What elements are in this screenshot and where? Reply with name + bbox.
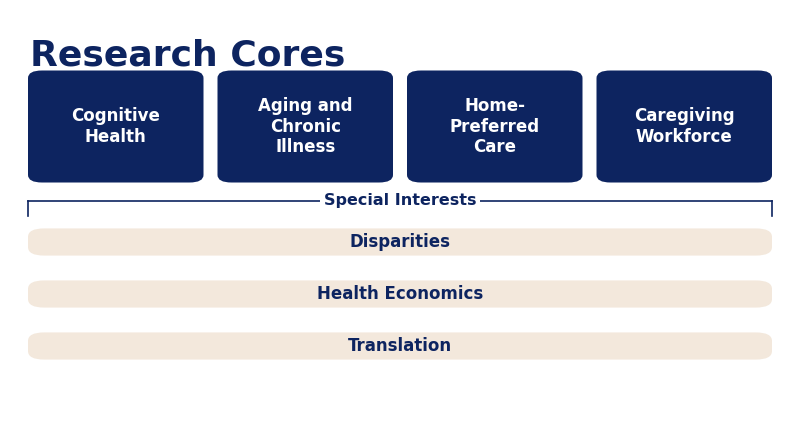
Text: Disparities: Disparities	[350, 233, 450, 251]
FancyBboxPatch shape	[597, 70, 772, 182]
FancyBboxPatch shape	[218, 70, 393, 182]
FancyBboxPatch shape	[28, 228, 772, 256]
Text: Cognitive
Health: Cognitive Health	[71, 107, 160, 146]
Text: Home-
Preferred
Care: Home- Preferred Care	[450, 97, 540, 156]
Text: Caregiving
Workforce: Caregiving Workforce	[634, 107, 734, 146]
Text: Aging and
Chronic
Illness: Aging and Chronic Illness	[258, 97, 353, 156]
Text: Translation: Translation	[348, 337, 452, 355]
Text: Special Interests: Special Interests	[324, 193, 476, 208]
FancyBboxPatch shape	[28, 281, 772, 308]
Text: Research Cores: Research Cores	[30, 39, 346, 73]
FancyBboxPatch shape	[28, 70, 203, 182]
Text: Health Economics: Health Economics	[317, 285, 483, 303]
FancyBboxPatch shape	[407, 70, 582, 182]
FancyBboxPatch shape	[28, 332, 772, 360]
